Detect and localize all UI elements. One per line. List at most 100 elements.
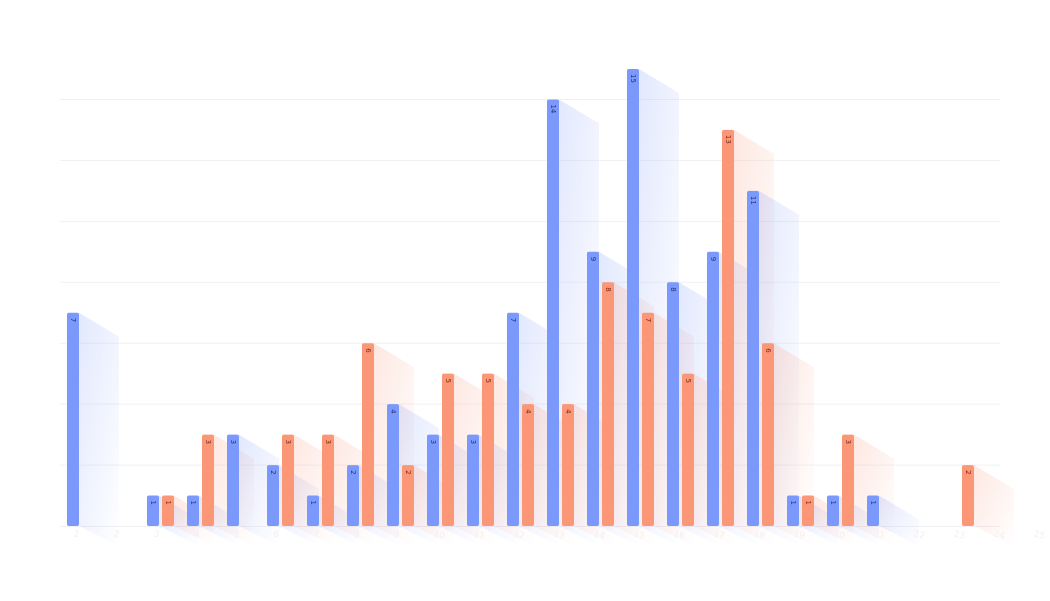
bar: [442, 373, 454, 526]
data-label: 3: [429, 440, 437, 444]
data-label: 4: [564, 409, 572, 414]
bar: [827, 495, 839, 526]
bar: [747, 190, 759, 526]
data-label: 3: [204, 440, 212, 444]
bar: [962, 465, 974, 526]
x-tick-label: 10: [432, 529, 446, 542]
data-label: 5: [484, 379, 492, 383]
data-label: 14: [549, 104, 557, 113]
data-label: 3: [844, 440, 852, 444]
bar: [482, 373, 494, 526]
data-label: 2: [269, 470, 277, 474]
x-tick-label: 5: [232, 529, 240, 540]
data-label: 15: [629, 74, 637, 83]
x-tick-label: 4: [192, 529, 200, 540]
data-label: 2: [964, 470, 972, 474]
x-tick-label: 13: [552, 529, 566, 542]
bar: [707, 251, 719, 527]
x-tick-label: 15: [632, 529, 646, 542]
x-tick-label: 22: [912, 529, 926, 542]
bar: [587, 251, 599, 527]
data-label: 1: [164, 501, 172, 505]
x-tick-label: 20: [832, 529, 846, 542]
bar-shadow: [879, 495, 919, 546]
x-tick-label: 2: [112, 529, 120, 540]
bar: [722, 129, 734, 526]
bar: [282, 434, 294, 526]
bar: [802, 495, 814, 526]
bar: [467, 434, 479, 526]
x-tick-label: 24: [992, 529, 1006, 542]
bar: [562, 404, 574, 526]
bar: [507, 312, 519, 526]
bar-shadow: [974, 465, 1014, 546]
bar: [267, 465, 279, 526]
x-tick-label: 16: [672, 529, 686, 542]
bar: [227, 434, 239, 526]
data-label: 3: [469, 440, 477, 444]
bar: [522, 404, 534, 526]
bar: [427, 434, 439, 526]
data-label: 1: [149, 501, 157, 505]
bar-shadows: [79, 69, 1014, 547]
bar: [322, 434, 334, 526]
x-tick-label: 25: [1032, 529, 1046, 542]
bar: [867, 495, 879, 526]
data-label: 7: [644, 318, 652, 322]
data-label: 9: [589, 257, 597, 261]
data-label: 11: [749, 196, 757, 205]
data-label: 1: [804, 501, 812, 505]
bar: [547, 99, 559, 526]
data-label: 3: [324, 440, 332, 444]
bar-shadow: [79, 312, 119, 546]
x-tick-label: 12: [512, 529, 526, 542]
bar: [787, 495, 799, 526]
x-tick-label: 9: [392, 529, 400, 540]
data-label: 13: [724, 135, 732, 144]
data-label: 1: [309, 501, 317, 505]
data-label: 4: [524, 409, 532, 414]
bar: [347, 465, 359, 526]
x-tick-label: 7: [312, 529, 320, 540]
data-label: 7: [69, 318, 77, 322]
bar-shadow: [774, 343, 814, 546]
x-tick-label: 11: [472, 529, 486, 542]
data-label: 1: [869, 501, 877, 505]
data-label: 4: [389, 409, 397, 414]
bar: [187, 495, 199, 526]
bar: [682, 373, 694, 526]
x-tick-label: 17: [712, 529, 726, 542]
data-label: 1: [189, 501, 197, 505]
data-label: 2: [349, 470, 357, 474]
bar: [387, 404, 399, 526]
data-label: 3: [284, 440, 292, 444]
data-label: 5: [684, 379, 692, 383]
bar: [202, 434, 214, 526]
bars: [67, 69, 974, 527]
bar: [362, 343, 374, 526]
x-tick-label: 23: [952, 529, 966, 542]
x-tick-label: 3: [152, 529, 160, 540]
x-tick-label: 14: [592, 529, 606, 542]
bar: [147, 495, 159, 526]
x-axis-tick-labels: 1 2 3 4 5 6 7 8 9 10 11 12 13 14 15 16 17 18 19 20 21 22 23 24 2…: [72, 529, 1046, 542]
data-label: 6: [364, 348, 372, 353]
x-tick-label: 8: [352, 529, 360, 540]
bar: [402, 465, 414, 526]
bar: [307, 495, 319, 526]
bar: [642, 312, 654, 526]
data-label: 8: [669, 287, 677, 291]
data-label: 8: [604, 287, 612, 291]
bar: [667, 282, 679, 526]
x-tick-label: 21: [872, 529, 886, 542]
data-label: 1: [829, 501, 837, 505]
data-label: 2: [404, 470, 412, 474]
data-label: 3: [229, 440, 237, 444]
bar: [602, 282, 614, 526]
bar: [67, 312, 79, 526]
data-label: 5: [444, 379, 452, 383]
data-label: 1: [789, 501, 797, 505]
bar: [162, 495, 174, 526]
